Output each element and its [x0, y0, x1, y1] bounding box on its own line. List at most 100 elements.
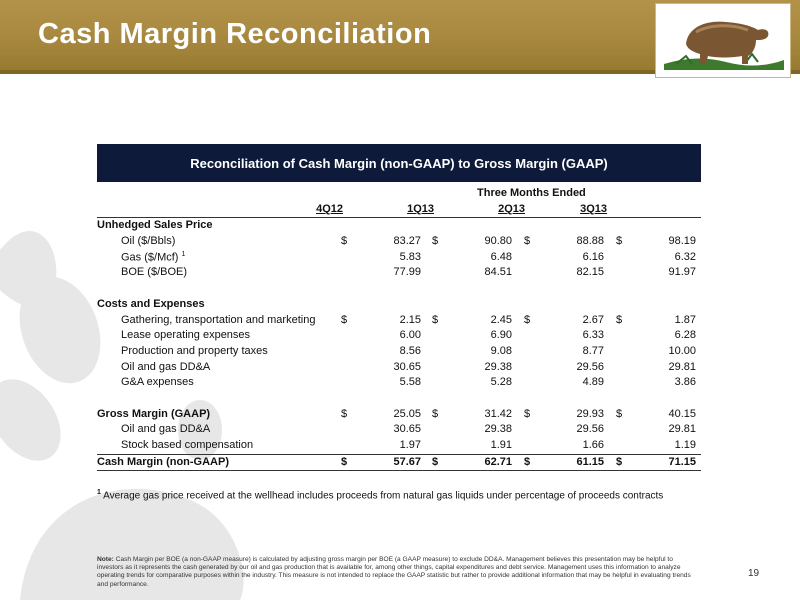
currency-symbol: $	[616, 407, 623, 420]
currency-symbol: $	[341, 235, 348, 248]
cell-value: 61.15	[576, 455, 604, 468]
currency-symbol: $	[341, 313, 348, 326]
cell-value: 5.83	[399, 250, 421, 263]
cell-value: 29.81	[668, 360, 696, 373]
footnote-text: Average gas price received at the wellhe…	[103, 490, 664, 502]
cell-value: 71.15	[668, 455, 696, 468]
cell-value: 29.38	[484, 360, 512, 373]
currency-symbol: $	[432, 407, 439, 420]
bear-logo-icon	[664, 21, 784, 70]
cell-value: 1.66	[582, 439, 604, 451]
column-header: 1Q13	[407, 202, 434, 215]
section-header-row: Unhedged Sales Price	[97, 217, 701, 234]
total-row: Cash Margin (non-GAAP) $ 57.67 $ 62.71 $…	[97, 453, 701, 472]
currency-symbol: $	[524, 407, 531, 420]
period-header: Three Months Ended	[477, 187, 586, 199]
section-header-row: Costs and Expenses	[97, 297, 701, 313]
cell-value: 1.19	[674, 439, 696, 451]
row-label: Gross Margin (GAAP)	[97, 407, 211, 420]
row-label: Gas ($/Mcf) 1	[121, 251, 185, 264]
reconciliation-table: Reconciliation of Cash Margin (non-GAAP)…	[97, 144, 701, 472]
table-row: G&A expenses 5.58 5.28 4.89 3.86	[97, 375, 701, 391]
cell-value: 9.08	[490, 344, 512, 357]
disclaimer-note: Note: Cash Margin per BOE (a non-GAAP me…	[97, 556, 697, 589]
cell-value: 91.97	[668, 266, 696, 279]
table-row: BOE ($/BOE) 77.99 84.51 82.15 91.97	[97, 265, 701, 281]
cell-value: 40.15	[668, 407, 696, 420]
cell-value: 30.65	[393, 423, 421, 436]
cell-value: 88.88	[576, 235, 604, 248]
table-row: Production and property taxes 8.56 9.08 …	[97, 344, 701, 360]
cell-value: 57.67	[393, 455, 421, 468]
table-row: Oil ($/Bbls) $ 83.27 $ 90.80 $ 88.88 $ 9…	[97, 234, 701, 250]
spacer-row	[97, 281, 701, 297]
cell-value: 29.93	[576, 407, 604, 420]
currency-symbol: $	[616, 235, 623, 248]
cell-value: 98.19	[668, 235, 696, 248]
column-header: 2Q13	[498, 202, 525, 215]
footnote-marker: 1	[97, 489, 101, 496]
section-title: Costs and Expenses	[97, 297, 205, 310]
cell-value: 8.56	[399, 344, 421, 357]
cell-value: 77.99	[393, 266, 421, 279]
currency-symbol: $	[341, 455, 348, 468]
slide-title: Cash Margin Reconciliation	[38, 18, 432, 50]
row-label: Stock based compensation	[121, 439, 254, 451]
cell-value: 29.56	[576, 423, 604, 436]
cell-value: 90.80	[484, 235, 512, 248]
cell-value: 4.89	[582, 376, 604, 389]
cell-value: 6.48	[490, 250, 512, 263]
cell-value: 31.42	[484, 407, 512, 420]
row-label: BOE ($/BOE)	[121, 266, 188, 279]
table-row: Gas ($/Mcf) 1 5.83 6.48 6.16 6.32	[97, 250, 701, 266]
table-row: Oil and gas DD&A 30.65 29.38 29.56 29.81	[97, 422, 701, 438]
cell-value: 5.28	[490, 376, 512, 389]
note-text: Cash Margin per BOE (a non-GAAP measure)…	[97, 556, 691, 588]
cell-value: 2.45	[490, 313, 512, 326]
cell-value: 62.71	[484, 455, 512, 468]
cell-value: 8.77	[582, 344, 604, 357]
table-row: Gathering, transportation and marketing …	[97, 313, 701, 329]
note-label: Note:	[97, 556, 114, 563]
footnote: 1 Average gas price received at the well…	[97, 489, 663, 501]
currency-symbol: $	[341, 407, 348, 420]
currency-symbol: $	[524, 235, 531, 248]
row-label: Oil ($/Bbls)	[121, 235, 176, 248]
table-row: Lease operating expenses 6.00 6.90 6.33 …	[97, 328, 701, 344]
row-label: G&A expenses	[121, 376, 194, 389]
table-row: Stock based compensation 1.97 1.91 1.66 …	[97, 438, 701, 454]
currency-symbol: $	[432, 313, 439, 326]
row-label: Oil and gas DD&A	[121, 423, 211, 436]
currency-symbol: $	[432, 235, 439, 248]
table-row: Oil and gas DD&A 30.65 29.38 29.56 29.81	[97, 360, 701, 376]
currency-symbol: $	[616, 313, 623, 326]
period-header-row: Three Months Ended	[97, 186, 701, 202]
cell-value: 82.15	[576, 266, 604, 279]
column-header: 4Q12	[316, 202, 343, 215]
table-title: Reconciliation of Cash Margin (non-GAAP)…	[97, 144, 701, 182]
column-header: 3Q13	[580, 202, 607, 215]
cell-value: 2.15	[399, 313, 421, 326]
row-label: Lease operating expenses	[121, 329, 251, 342]
cell-value: 84.51	[484, 266, 512, 279]
cell-value: 25.05	[393, 407, 421, 420]
currency-symbol: $	[524, 455, 531, 468]
currency-symbol: $	[432, 455, 439, 468]
cell-value: 5.58	[399, 376, 421, 389]
cell-value: 1.91	[490, 439, 512, 451]
cell-value: 6.28	[674, 329, 696, 342]
cell-value: 2.67	[582, 313, 604, 326]
cell-value: 6.00	[399, 329, 421, 342]
currency-symbol: $	[524, 313, 531, 326]
table-row: Gross Margin (GAAP) $ 25.05 $ 31.42 $ 29…	[97, 407, 701, 423]
currency-symbol: $	[616, 455, 623, 468]
row-label: Oil and gas DD&A	[121, 360, 211, 373]
page-number: 19	[748, 568, 760, 579]
cell-value: 30.65	[393, 360, 421, 373]
row-label: Cash Margin (non-GAAP)	[97, 455, 229, 468]
section-title: Unhedged Sales Price	[97, 219, 213, 232]
cell-value: 6.16	[582, 250, 604, 263]
cell-value: 10.00	[668, 344, 696, 357]
column-header-row: 4Q12 1Q13 2Q13 3Q13	[97, 202, 701, 218]
